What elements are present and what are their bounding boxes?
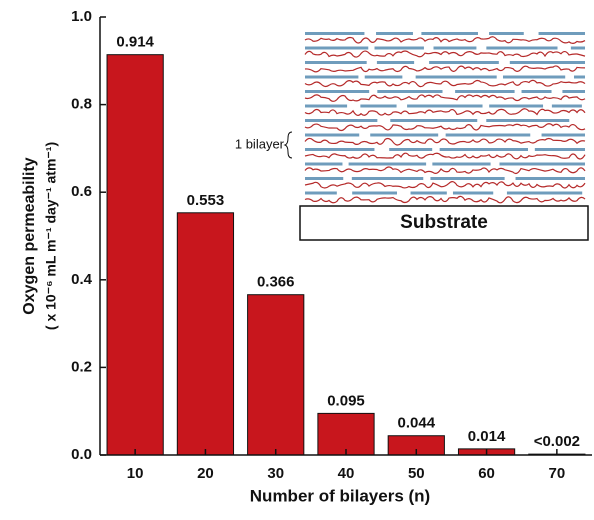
y-axis-unit: ( x 10⁻⁶ mL m⁻¹ day⁻¹ atm⁻¹) <box>43 142 59 330</box>
platelet <box>552 105 582 108</box>
platelet <box>489 105 543 108</box>
platelet <box>352 177 423 180</box>
bar <box>248 295 304 455</box>
polymer-chain <box>305 124 585 131</box>
value-label: 0.014 <box>468 428 506 445</box>
value-label: 0.914 <box>116 34 154 51</box>
y-tick-label: 0.0 <box>71 446 92 463</box>
value-label: 0.095 <box>327 392 365 409</box>
bar <box>107 55 163 455</box>
value-label: <0.002 <box>534 433 580 450</box>
x-axis-label: Number of bilayers (n) <box>250 486 430 505</box>
platelet <box>375 47 424 50</box>
bilayer-label: 1 bilayer <box>235 136 285 151</box>
platelet <box>434 47 477 50</box>
y-tick-label: 0.4 <box>71 271 93 288</box>
platelet <box>455 90 514 93</box>
platelet <box>562 90 585 93</box>
platelet <box>305 47 368 50</box>
platelet <box>377 90 442 93</box>
x-tick-label: 10 <box>127 465 144 482</box>
platelet <box>542 134 585 137</box>
polymer-chain <box>305 80 585 86</box>
platelet <box>416 76 497 79</box>
platelet <box>516 177 585 180</box>
platelet <box>571 47 585 50</box>
platelet <box>429 61 499 64</box>
platelet <box>305 134 359 137</box>
platelet <box>390 119 477 122</box>
chart: Substrate 1 bilayer Number of bilayers (… <box>0 0 594 515</box>
platelet <box>446 134 531 137</box>
platelet <box>539 32 585 35</box>
x-tick-label: 20 <box>197 465 214 482</box>
polymer-chain <box>305 138 585 145</box>
y-tick-label: 0.8 <box>71 96 92 113</box>
polymer-chain <box>305 153 585 159</box>
x-tick-label: 50 <box>408 465 425 482</box>
platelet <box>365 76 403 79</box>
platelet <box>305 119 377 122</box>
x-tick-label: 70 <box>549 465 566 482</box>
bar <box>177 213 233 455</box>
platelet <box>486 47 557 50</box>
polymer-chain <box>305 95 585 101</box>
x-tick-label: 60 <box>478 465 495 482</box>
polymer-chain <box>305 167 585 173</box>
platelet <box>305 32 364 35</box>
platelet <box>305 105 347 108</box>
bar <box>318 413 374 455</box>
polymer-chain <box>305 66 585 72</box>
platelet <box>535 148 585 151</box>
y-tick-label: 0.2 <box>71 358 92 375</box>
platelet <box>440 148 528 151</box>
platelet <box>432 163 490 166</box>
platelet <box>389 148 432 151</box>
polymer-chain <box>305 37 585 44</box>
platelet <box>499 163 585 166</box>
platelet <box>305 192 337 195</box>
polymer-chain <box>305 109 585 116</box>
platelet <box>305 163 342 166</box>
bilayer-brace <box>285 132 292 158</box>
platelet <box>352 192 397 195</box>
x-tick-label: 30 <box>267 465 284 482</box>
platelet <box>360 105 396 108</box>
y-tick-label: 1.0 <box>71 8 92 25</box>
platelet <box>305 177 343 180</box>
substrate-label: Substrate <box>400 212 488 233</box>
platelet <box>489 32 524 35</box>
polymer-chain <box>305 196 585 202</box>
x-tick-label: 40 <box>338 465 355 482</box>
platelet <box>430 177 504 180</box>
platelet <box>453 192 493 195</box>
platelet <box>407 105 482 108</box>
platelet <box>510 61 585 64</box>
platelet <box>421 32 478 35</box>
platelet <box>486 119 569 122</box>
platelet <box>377 61 414 64</box>
platelet <box>503 76 565 79</box>
platelet <box>376 32 413 35</box>
y-axis-label: Oxygen permeability <box>21 157 38 314</box>
platelet <box>349 163 426 166</box>
platelet <box>370 134 438 137</box>
platelet <box>305 76 358 79</box>
platelet <box>305 148 374 151</box>
platelet <box>507 192 582 195</box>
platelet <box>522 90 552 93</box>
value-label: 0.366 <box>257 274 295 291</box>
value-label: 0.044 <box>398 415 436 432</box>
inset-diagram <box>285 32 585 203</box>
platelet <box>305 61 367 64</box>
y-tick-label: 0.6 <box>71 183 92 200</box>
platelet <box>411 192 447 195</box>
platelet <box>574 76 585 79</box>
polymer-chain <box>305 51 585 57</box>
polymer-chain <box>305 182 585 188</box>
value-label: 0.553 <box>187 192 225 209</box>
platelet <box>305 90 369 93</box>
